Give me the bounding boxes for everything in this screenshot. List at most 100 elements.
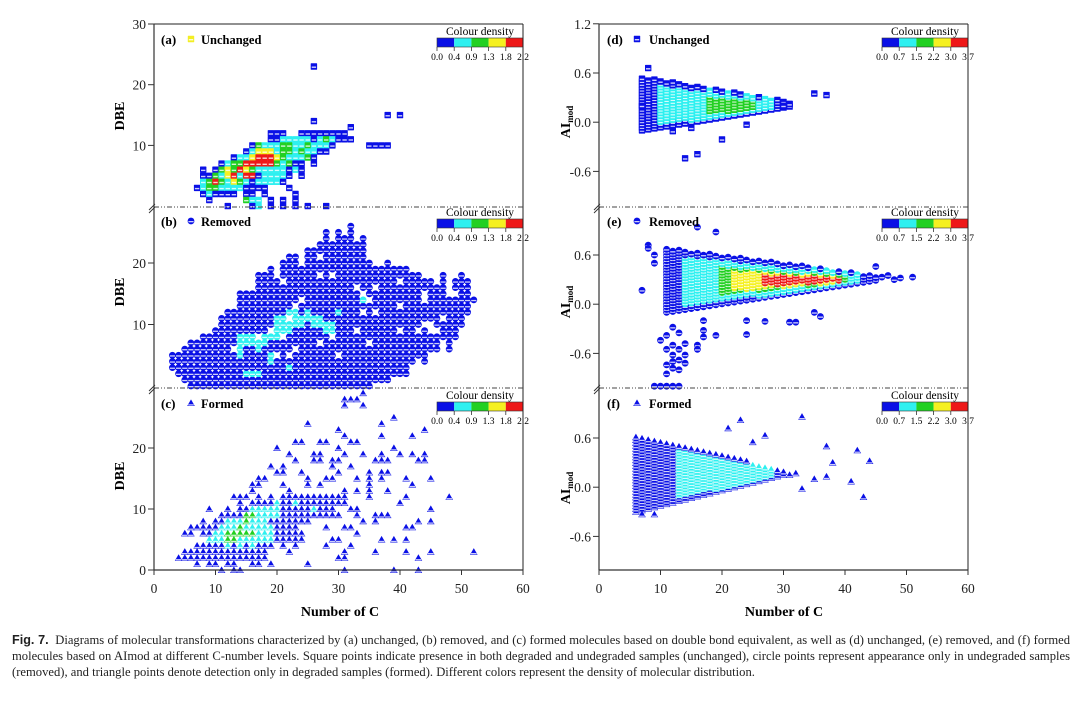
data-point (817, 265, 824, 273)
data-point (255, 172, 262, 179)
data-point (310, 278, 318, 285)
data-point (638, 102, 646, 109)
data-point (378, 333, 385, 341)
data-point (353, 376, 361, 384)
data-point (384, 339, 392, 347)
data-point (823, 267, 830, 275)
data-point (365, 315, 373, 322)
data-point (217, 542, 226, 549)
data-point (242, 364, 250, 371)
data-point (304, 271, 312, 279)
data-point (464, 302, 471, 310)
data-point (310, 253, 318, 261)
colorbar-title: Colour density (891, 26, 959, 38)
data-point (199, 339, 207, 347)
data-point (292, 202, 299, 210)
data-point (340, 487, 349, 494)
data-point (200, 184, 207, 192)
data-point (415, 290, 422, 298)
data-point (291, 499, 300, 506)
data-point (359, 389, 367, 397)
data-point (255, 296, 262, 304)
data-point (218, 315, 225, 322)
data-point (243, 178, 250, 185)
data-point (297, 468, 306, 476)
colorbar-tick-label: 1.3 (483, 53, 495, 63)
data-point (329, 130, 336, 137)
data-point (372, 278, 379, 285)
data-point (742, 457, 751, 465)
data-point (706, 87, 713, 94)
data-point (298, 351, 305, 359)
data-point (396, 111, 404, 119)
data-point (316, 136, 324, 143)
data-point (347, 296, 355, 304)
data-point (212, 166, 219, 173)
data-point (452, 333, 459, 341)
data-point (285, 523, 294, 531)
data-point (279, 259, 287, 267)
data-point (273, 529, 281, 537)
data-point (396, 271, 404, 279)
data-point (236, 523, 244, 531)
data-point (890, 276, 898, 283)
data-point (414, 456, 423, 464)
data-point (316, 284, 324, 291)
data-point (187, 548, 195, 555)
data-point (663, 361, 670, 369)
data-point (242, 523, 251, 531)
data-point (372, 142, 379, 149)
data-point (292, 339, 299, 347)
data-point (335, 376, 342, 384)
data-point (396, 358, 404, 365)
data-point (645, 77, 652, 84)
data-point (248, 517, 257, 525)
data-point (316, 345, 324, 353)
data-point (433, 302, 441, 310)
data-point (260, 548, 269, 555)
data-point (835, 268, 843, 276)
data-point (341, 130, 348, 137)
data-point (402, 474, 410, 482)
data-point (211, 548, 220, 555)
colorbar-swatch (488, 402, 506, 411)
data-point (427, 339, 435, 347)
data-point (316, 290, 324, 298)
data-point (218, 358, 225, 365)
data-point (199, 364, 207, 371)
data-point (298, 302, 305, 310)
data-point (415, 339, 422, 347)
data-point (255, 196, 262, 204)
data-point (205, 560, 214, 567)
data-point (669, 382, 677, 390)
panel-e-points (638, 223, 916, 390)
data-point (774, 96, 781, 104)
data-point (372, 339, 379, 347)
data-point (212, 184, 219, 192)
data-point (743, 331, 750, 338)
data-point (323, 136, 330, 143)
data-point (285, 327, 293, 334)
data-point (316, 296, 324, 304)
data-point (230, 184, 238, 192)
data-point (365, 474, 374, 482)
data-point (323, 148, 330, 155)
data-point (390, 535, 398, 543)
data-point (322, 296, 330, 304)
data-point (347, 315, 355, 322)
data-point (304, 481, 312, 488)
data-point (212, 333, 219, 341)
data-point (224, 523, 232, 531)
data-point (372, 321, 379, 328)
data-point (292, 308, 299, 316)
data-point (383, 511, 392, 519)
data-point (329, 327, 336, 334)
data-point (860, 273, 867, 280)
data-point (310, 333, 318, 341)
data-point (773, 467, 782, 474)
data-point (767, 465, 775, 473)
x-tick-label: 50 (455, 581, 469, 596)
data-point (291, 493, 300, 500)
data-point (292, 327, 299, 334)
